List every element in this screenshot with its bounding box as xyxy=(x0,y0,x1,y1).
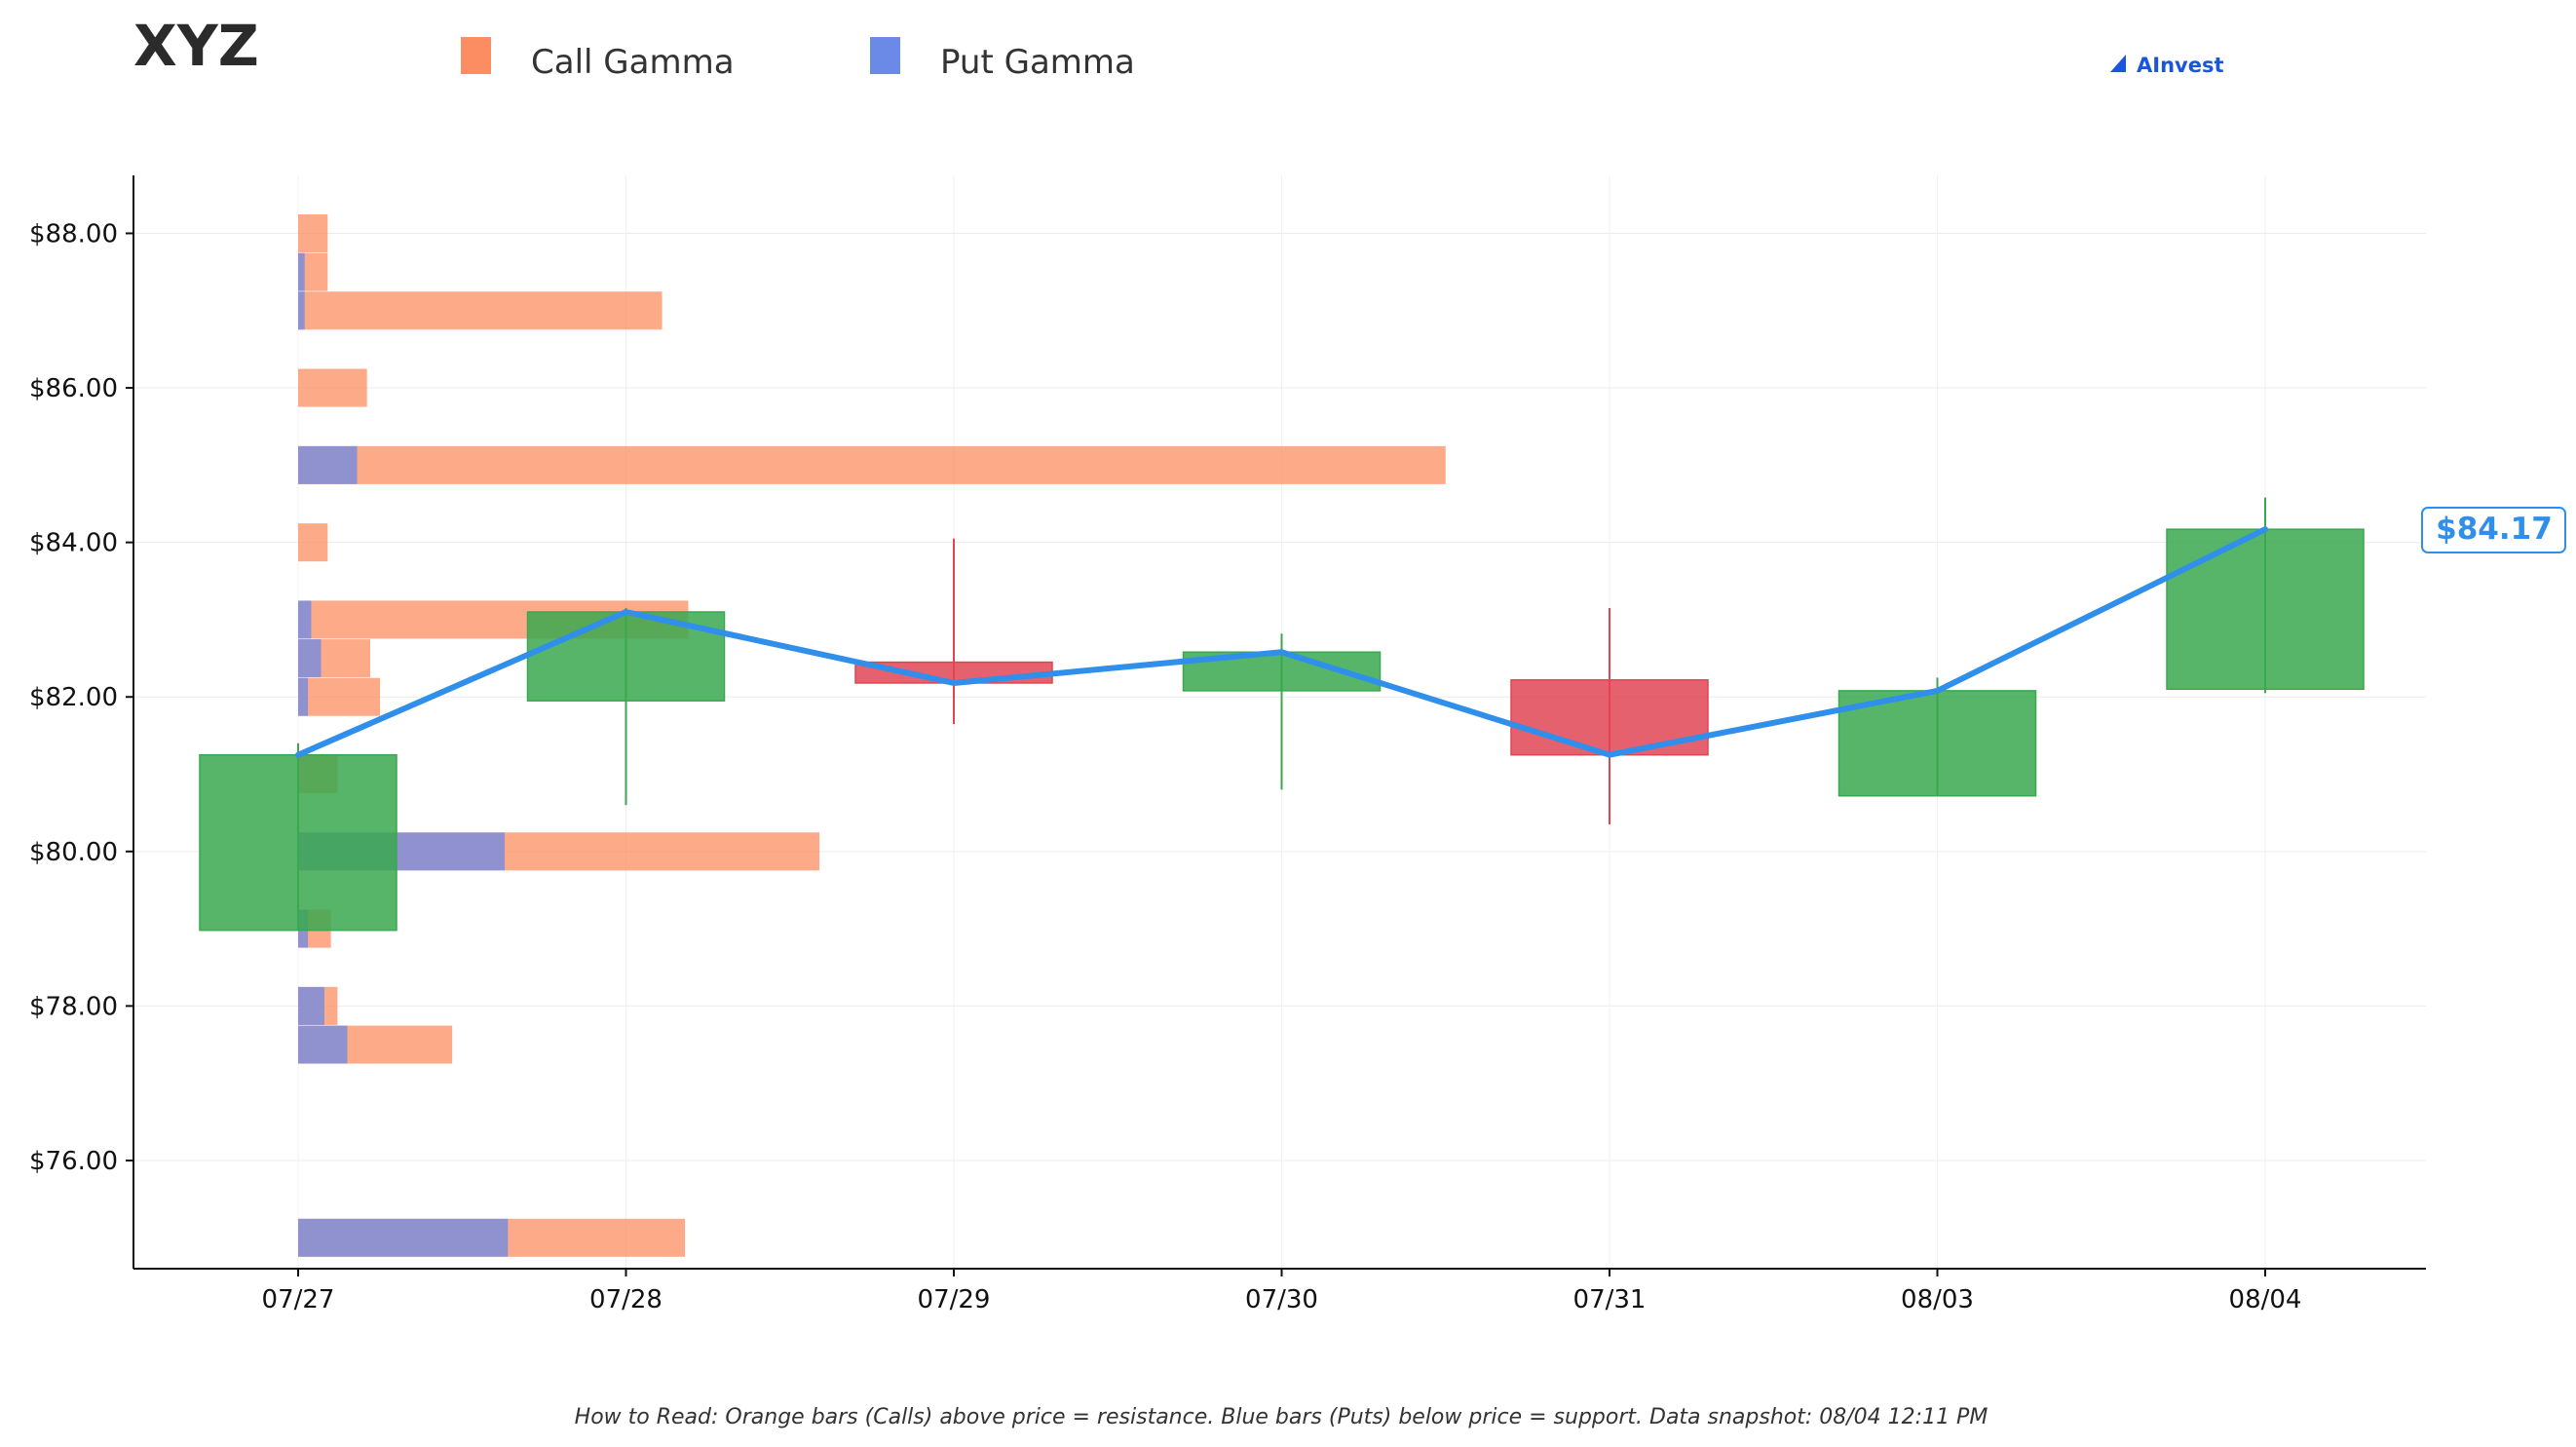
put-gamma-bar xyxy=(298,986,324,1025)
tick-labels: $76.00 $78.00 $80.00 $82.00 $84.00 $86.00 $88.… xyxy=(29,219,2301,1314)
axes xyxy=(133,175,2426,1270)
legend-call-label: Call Gamma xyxy=(531,43,735,82)
put-gamma-bar xyxy=(298,1025,348,1064)
x-tick-label: 07/30 xyxy=(1245,1285,1318,1314)
call-gamma-bar xyxy=(298,213,328,252)
ticker-title: XYZ xyxy=(133,13,259,79)
close-price-line xyxy=(295,526,2268,758)
put-gamma-bar xyxy=(298,445,358,484)
put-gamma-bar xyxy=(298,639,322,678)
close-line xyxy=(295,526,2268,758)
x-tick-label: 07/27 xyxy=(262,1285,335,1314)
legend-put-label: Put Gamma xyxy=(940,43,1135,82)
y-tick-label: $76.00 xyxy=(29,1147,118,1176)
y-tick-label: $86.00 xyxy=(29,374,118,403)
y-tick-label: $84.00 xyxy=(29,529,118,558)
brand-logo: AInvest xyxy=(2110,54,2224,77)
call-gamma-bar xyxy=(298,523,328,562)
candle-body xyxy=(199,753,398,932)
gamma-bars xyxy=(298,213,1446,1257)
price-badge-box xyxy=(2421,507,2566,553)
y-tick-label: $78.00 xyxy=(29,992,118,1021)
put-gamma-bar xyxy=(298,600,312,639)
call-gamma-bar xyxy=(298,291,663,330)
y-tick-label: $88.00 xyxy=(29,219,118,248)
x-tick-label: 07/31 xyxy=(1573,1285,1647,1314)
x-tick-label: 07/28 xyxy=(589,1285,663,1314)
call-gamma-bar xyxy=(298,445,1446,484)
price-badge-text: $84.17 xyxy=(2436,512,2553,547)
price-badge: $84.17 xyxy=(2421,507,2566,553)
y-tick-label: $80.00 xyxy=(29,838,118,867)
put-gamma-bar xyxy=(298,291,305,330)
x-tick-label: 07/29 xyxy=(918,1285,991,1314)
brand-logo-text: AInvest xyxy=(2137,54,2224,77)
grid xyxy=(133,175,2426,1269)
how-to-read-note: How to Read: Orange bars (Calls) above p… xyxy=(575,1405,1989,1429)
put-gamma-bar xyxy=(298,677,309,716)
legend: Call Gamma Put Gamma xyxy=(461,37,1135,82)
legend-call-swatch xyxy=(461,37,491,74)
call-gamma-bar xyxy=(298,368,367,407)
x-tick-label: 08/04 xyxy=(2229,1285,2302,1314)
brand-logo-icon xyxy=(2110,55,2126,72)
legend-put-swatch xyxy=(870,37,900,74)
call-gamma-bar xyxy=(298,677,381,716)
put-gamma-bar xyxy=(298,252,305,291)
put-gamma-bar xyxy=(298,1218,509,1257)
y-tick-label: $82.00 xyxy=(29,683,118,712)
x-tick-label: 08/03 xyxy=(1901,1285,1974,1314)
candle-body xyxy=(2166,528,2365,691)
